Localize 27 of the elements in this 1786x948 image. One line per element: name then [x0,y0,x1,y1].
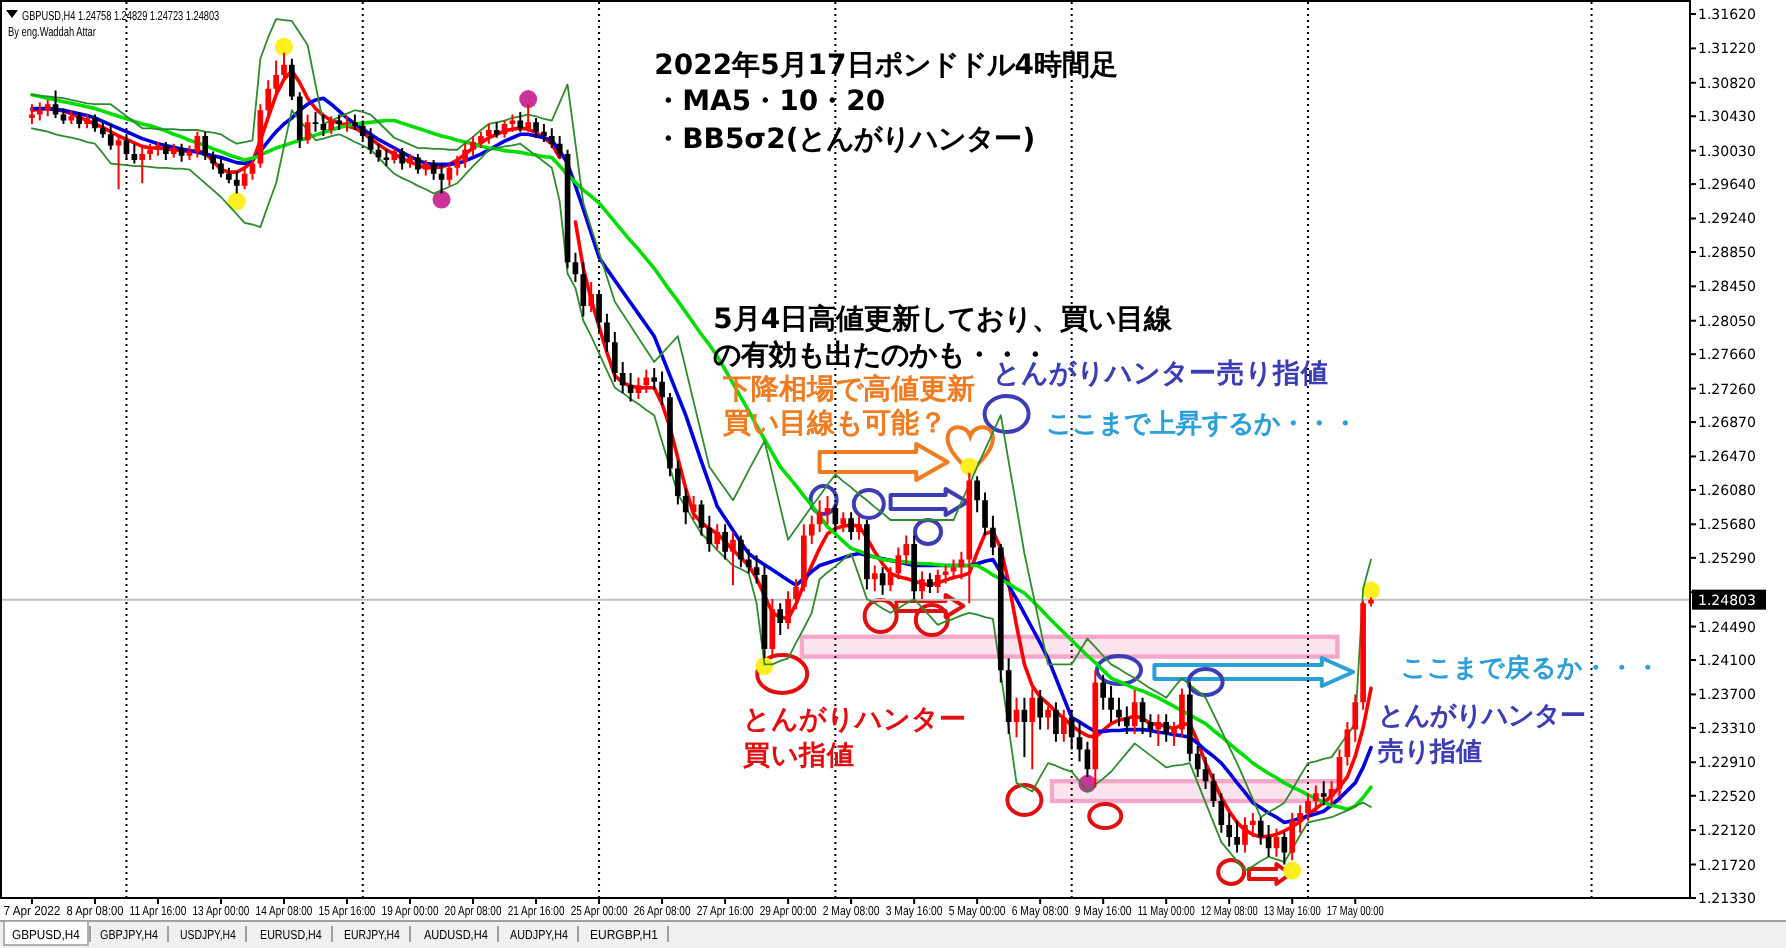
annotation: 買い指値 [740,740,855,772]
candlestick [525,104,532,132]
candlestick [1155,714,1162,746]
point [227,192,246,211]
annotation: ここまで上昇するか・・・ [1046,410,1359,440]
point [519,90,538,109]
candlestick [344,116,350,132]
candlestick [352,114,358,130]
candlestick [36,102,43,121]
candlestick [651,367,658,390]
candlestick [155,142,161,156]
candlestick [1320,781,1327,806]
text: 2022年5月17日ポンドドル4時間足 [654,50,1119,82]
point [275,37,293,56]
point [1283,861,1302,880]
annotation: とんがりハンター [742,704,967,736]
annotation: 売り指値 [1378,738,1482,768]
annotation: ・MA5・10・20 [654,86,886,118]
annotation: 5月4日高値更新しており、買い目線 [713,302,1175,336]
annotation: とんがりハンター [1378,702,1586,732]
candlestick [139,148,146,184]
annotation: ここまで戻るか・・・ [1400,652,1661,682]
point [432,190,451,209]
candlestick [312,111,319,132]
annotation: ・BB5σ2(とんがりハンター) [654,124,1036,156]
candlestick [407,154,413,168]
candlestick [68,110,75,124]
